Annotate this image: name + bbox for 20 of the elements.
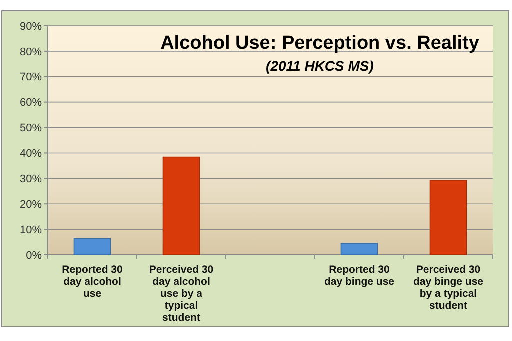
y-tick-label: 90% <box>20 20 42 33</box>
y-tick-label: 60% <box>20 97 42 110</box>
bar <box>430 180 468 256</box>
x-tick-label: Perceived 30 day alcohol use by a typical student <box>149 264 214 324</box>
y-tick-label: 40% <box>20 148 42 160</box>
x-tick-label: Perceived 30 day binge use by a typical student <box>413 264 484 312</box>
chart-title: Alcohol Use: Perception vs. Reality <box>160 33 480 54</box>
bar <box>162 156 200 256</box>
text: (2011 HKCS MS) <box>266 58 374 74</box>
y-tick-label: 50% <box>20 122 42 135</box>
bar <box>340 243 378 256</box>
x-tick-label: Reported 30 day binge use <box>324 264 395 288</box>
y-tick-label: 10% <box>20 224 42 236</box>
y-tick-label: 0% <box>26 250 42 262</box>
y-tick-label: 20% <box>20 198 42 211</box>
y-tick-label: 70% <box>20 72 42 84</box>
x-tick-label: Reported 30 day alcohol use <box>62 264 123 300</box>
bar <box>74 238 112 256</box>
y-tick-label: 80% <box>20 46 42 58</box>
y-tick-label: 30% <box>20 174 42 186</box>
